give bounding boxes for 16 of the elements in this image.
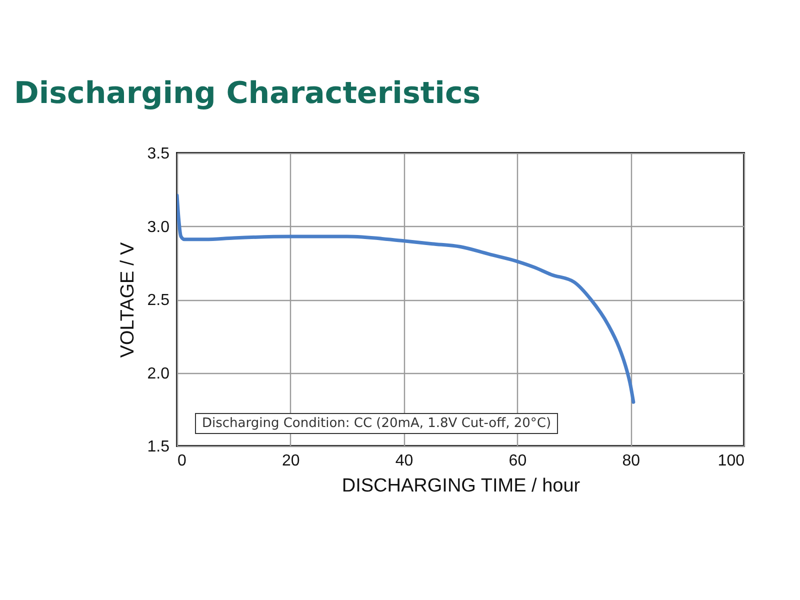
x-tick-label: 20 (282, 452, 300, 470)
y-tick-label: 1.5 (147, 438, 170, 456)
y-tick-label: 3.0 (147, 218, 170, 236)
x-tick-label: 0 (178, 452, 186, 470)
annotation: Discharging Condition: CC (20mA, 1.8V Cut-off, 20°C) (195, 413, 558, 434)
x-tick-label: 100 (718, 452, 745, 470)
y-tick-label: 2.5 (147, 292, 170, 309)
x-axis-title: DISCHARGING TIME / hour (342, 476, 581, 496)
y-tick-label: 2.0 (147, 365, 170, 382)
x-tick-label: 60 (508, 452, 527, 470)
line-series (177, 194, 636, 404)
chart-title: Discharging Characteristics (14, 76, 481, 111)
x-tick-label: 40 (395, 452, 414, 470)
y-tick-label: 3.5 (147, 146, 170, 162)
x-tick-label: 80 (622, 452, 640, 470)
y-axis-title: VOLTAGE / V (117, 242, 138, 358)
